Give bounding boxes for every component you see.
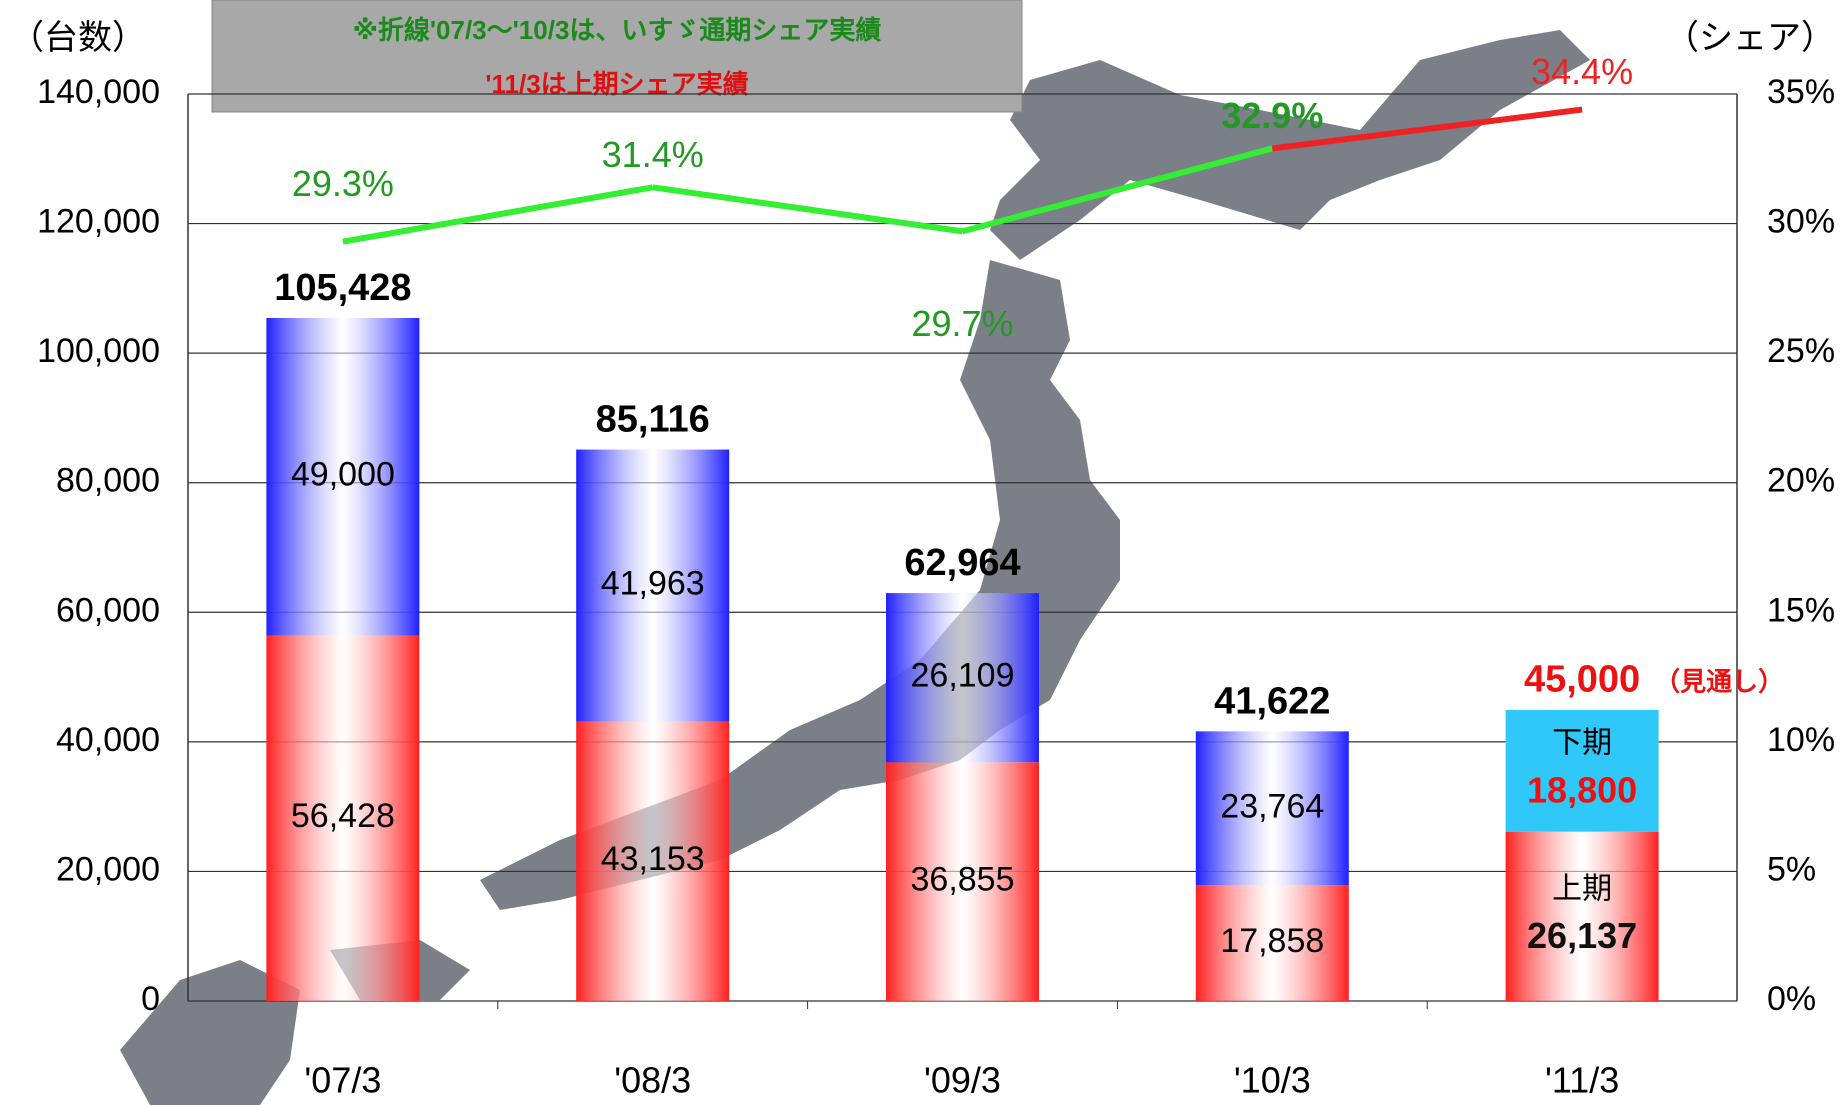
- segment-label: 17,858: [1220, 922, 1324, 960]
- y2-tick-label: 0%: [1767, 980, 1816, 1018]
- y-tick-label: 140,000: [37, 73, 160, 111]
- share-label: 31.4%: [602, 134, 704, 175]
- bar-segment: [1505, 831, 1659, 1001]
- x-tick-label: '07/3: [304, 1060, 381, 1101]
- x-tick-label: '09/3: [924, 1060, 1001, 1101]
- x-tick-label: '10/3: [1234, 1060, 1311, 1101]
- y2-tick-label: 15%: [1767, 591, 1835, 629]
- share-label: 29.7%: [911, 303, 1013, 344]
- note-box: [211, 0, 1023, 113]
- y-tick-label: 120,000: [37, 203, 160, 241]
- segment-label: 43,153: [601, 840, 705, 878]
- share-label: 29.3%: [292, 163, 394, 204]
- segment-label: 26,137: [1527, 915, 1637, 956]
- y-axis-label: （台数）: [10, 19, 146, 57]
- y2-tick-label: 35%: [1767, 73, 1835, 111]
- bar-segment: [576, 721, 730, 1001]
- period-label: 上期: [1552, 872, 1612, 905]
- y2-tick-label: 25%: [1767, 332, 1835, 370]
- total-label: 105,428: [274, 267, 411, 309]
- y2-axis-label: （シェア）: [1665, 19, 1835, 57]
- period-label: 下期: [1552, 727, 1612, 760]
- x-tick-label: '08/3: [614, 1060, 691, 1101]
- bar-segment: [886, 593, 1039, 763]
- segment-label: 26,109: [911, 657, 1015, 695]
- x-tick-label: '11/3: [1545, 1060, 1619, 1101]
- y2-tick-label: 30%: [1767, 203, 1835, 241]
- y-tick-label: 40,000: [56, 721, 160, 759]
- segment-label: 36,855: [911, 861, 1015, 899]
- bar-segment: [886, 762, 1039, 1001]
- share-line-segment: [652, 184, 963, 235]
- bar-segment: [266, 317, 420, 636]
- share-label: 34.4%: [1531, 51, 1633, 92]
- total-label: 85,116: [596, 399, 710, 441]
- segment-label: 18,800: [1527, 769, 1637, 810]
- share-line-segment: [1271, 106, 1583, 152]
- y2-tick-label: 5%: [1767, 850, 1816, 888]
- total-label: 62,964: [904, 542, 1020, 584]
- note-line: ※折線'07/3～'10/3は、いすゞ通期シェア実績: [353, 15, 882, 45]
- y-tick-label: 20,000: [56, 850, 160, 888]
- share-line-segment: [961, 145, 1274, 235]
- total-label: 41,622: [1214, 680, 1330, 722]
- segment-label: 41,963: [601, 564, 705, 602]
- segment-label: 56,428: [291, 797, 395, 835]
- y-tick-label: 80,000: [56, 462, 160, 500]
- bar-segment: [1195, 731, 1349, 886]
- bar-segment: [576, 449, 730, 722]
- y-tick-label: 0: [141, 980, 160, 1018]
- y2-tick-label: 20%: [1767, 462, 1835, 500]
- share-label: 32.9%: [1221, 95, 1323, 136]
- segment-label: 23,764: [1220, 787, 1324, 825]
- forecast-label: （見通し）: [1654, 666, 1784, 696]
- y-tick-label: 100,000: [37, 332, 160, 370]
- y-tick-label: 60,000: [56, 591, 160, 629]
- segment-label: 49,000: [291, 456, 395, 494]
- bar-segment: [1505, 709, 1659, 832]
- y2-tick-label: 10%: [1767, 721, 1835, 759]
- bar-segment: [266, 635, 420, 1001]
- total-label: 45,000: [1524, 658, 1640, 700]
- bar-segment: [1195, 885, 1349, 1001]
- share-line-segment: [342, 184, 654, 245]
